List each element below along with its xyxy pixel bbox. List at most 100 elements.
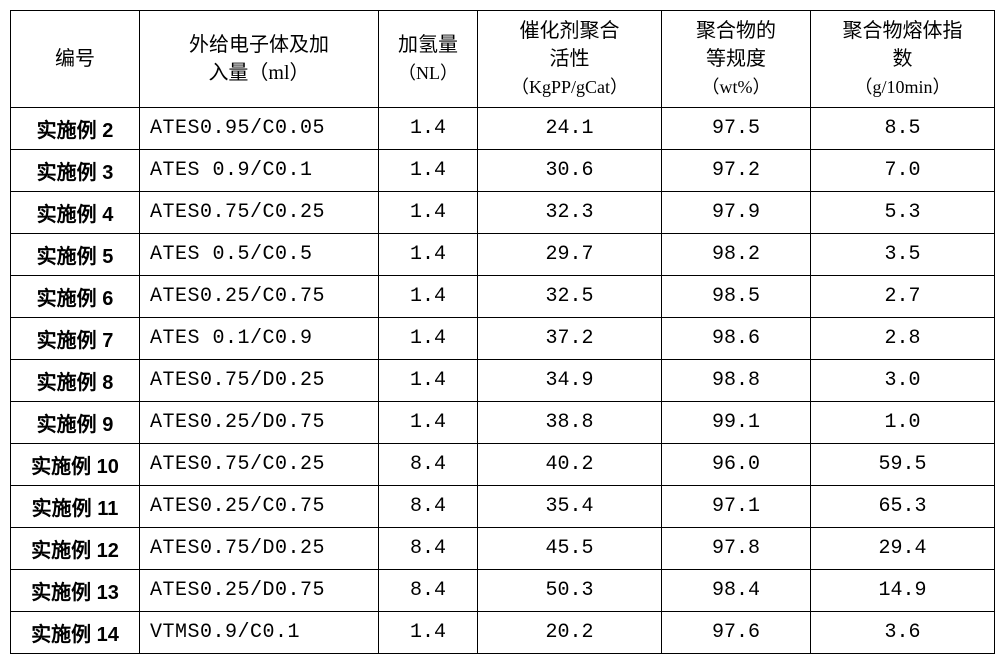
cell-donor: ATES 0.9/C0.1: [140, 150, 379, 192]
cell-activity: 30.6: [478, 150, 662, 192]
cell-iso: 97.6: [662, 612, 811, 654]
table-row: 实施例 11ATES0.25/C0.758.435.497.165.3: [11, 486, 995, 528]
cell-iso: 98.5: [662, 276, 811, 318]
cell-mfi: 3.5: [811, 234, 995, 276]
cell-id: 实施例 5: [11, 234, 140, 276]
cell-id: 实施例 10: [11, 444, 140, 486]
cell-iso: 98.2: [662, 234, 811, 276]
cell-mfi: 14.9: [811, 570, 995, 612]
table-row: 实施例 14VTMS0.9/C0.11.420.297.63.6: [11, 612, 995, 654]
cell-activity: 40.2: [478, 444, 662, 486]
cell-h2: 8.4: [379, 444, 478, 486]
cell-iso: 97.8: [662, 528, 811, 570]
cell-activity: 24.1: [478, 108, 662, 150]
header-h2-l1: 加氢量: [398, 34, 458, 56]
cell-h2: 1.4: [379, 192, 478, 234]
cell-h2: 1.4: [379, 360, 478, 402]
table-row: 实施例 5ATES 0.5/C0.51.429.798.23.5: [11, 234, 995, 276]
table-row: 实施例 12ATES0.75/D0.258.445.597.829.4: [11, 528, 995, 570]
header-iso-l2: 等规度: [706, 48, 766, 70]
cell-id: 实施例 3: [11, 150, 140, 192]
cell-activity: 35.4: [478, 486, 662, 528]
cell-iso: 97.9: [662, 192, 811, 234]
cell-id: 实施例 6: [11, 276, 140, 318]
cell-activity: 38.8: [478, 402, 662, 444]
header-id-text: 编号: [55, 48, 95, 70]
cell-donor: VTMS0.9/C0.1: [140, 612, 379, 654]
cell-iso: 99.1: [662, 402, 811, 444]
cell-activity: 32.3: [478, 192, 662, 234]
header-activity-l3: （KgPP/gCat）: [511, 77, 628, 97]
cell-h2: 1.4: [379, 234, 478, 276]
header-h2-l2: （NL）: [398, 63, 458, 83]
cell-donor: ATES0.25/C0.75: [140, 276, 379, 318]
cell-mfi: 2.8: [811, 318, 995, 360]
header-donor-l1: 外给电子体及加: [189, 34, 329, 56]
table-row: 实施例 4ATES0.75/C0.251.432.397.95.3: [11, 192, 995, 234]
cell-mfi: 1.0: [811, 402, 995, 444]
cell-iso: 98.6: [662, 318, 811, 360]
results-table: 编号 外给电子体及加 入量（ml） 加氢量 （NL） 催化剂聚合 活性 （KgP…: [10, 10, 995, 654]
table-row: 实施例 8ATES0.75/D0.251.434.998.83.0: [11, 360, 995, 402]
cell-iso: 97.2: [662, 150, 811, 192]
cell-h2: 1.4: [379, 402, 478, 444]
cell-mfi: 8.5: [811, 108, 995, 150]
cell-id: 实施例 11: [11, 486, 140, 528]
cell-activity: 34.9: [478, 360, 662, 402]
cell-donor: ATES0.75/D0.25: [140, 528, 379, 570]
table-row: 实施例 2ATES0.95/C0.051.424.197.58.5: [11, 108, 995, 150]
cell-h2: 8.4: [379, 528, 478, 570]
header-donor: 外给电子体及加 入量（ml）: [140, 11, 379, 108]
cell-donor: ATES0.75/C0.25: [140, 192, 379, 234]
cell-mfi: 7.0: [811, 150, 995, 192]
cell-donor: ATES 0.5/C0.5: [140, 234, 379, 276]
cell-mfi: 3.0: [811, 360, 995, 402]
table-row: 实施例 3ATES 0.9/C0.11.430.697.27.0: [11, 150, 995, 192]
header-activity: 催化剂聚合 活性 （KgPP/gCat）: [478, 11, 662, 108]
table-row: 实施例 7ATES 0.1/C0.91.437.298.62.8: [11, 318, 995, 360]
header-mfi-l2: 数: [893, 48, 913, 70]
table-row: 实施例 9ATES0.25/D0.751.438.899.11.0: [11, 402, 995, 444]
cell-h2: 8.4: [379, 570, 478, 612]
cell-id: 实施例 13: [11, 570, 140, 612]
cell-id: 实施例 12: [11, 528, 140, 570]
cell-activity: 32.5: [478, 276, 662, 318]
header-mfi-l1: 聚合物熔体指: [843, 20, 963, 42]
cell-mfi: 65.3: [811, 486, 995, 528]
header-row: 编号 外给电子体及加 入量（ml） 加氢量 （NL） 催化剂聚合 活性 （KgP…: [11, 11, 995, 108]
cell-h2: 8.4: [379, 486, 478, 528]
cell-mfi: 5.3: [811, 192, 995, 234]
cell-iso: 98.8: [662, 360, 811, 402]
cell-donor: ATES0.25/C0.75: [140, 486, 379, 528]
cell-iso: 97.5: [662, 108, 811, 150]
header-activity-l2: 活性: [550, 48, 590, 70]
cell-mfi: 29.4: [811, 528, 995, 570]
cell-id: 实施例 2: [11, 108, 140, 150]
cell-donor: ATES 0.1/C0.9: [140, 318, 379, 360]
cell-donor: ATES0.75/D0.25: [140, 360, 379, 402]
header-iso-l1: 聚合物的: [696, 20, 776, 42]
header-mfi-l3: （g/10min）: [854, 77, 950, 97]
header-id: 编号: [11, 11, 140, 108]
header-donor-l2: 入量（ml）: [208, 62, 309, 84]
cell-activity: 20.2: [478, 612, 662, 654]
cell-activity: 50.3: [478, 570, 662, 612]
cell-h2: 1.4: [379, 276, 478, 318]
cell-donor: ATES0.25/D0.75: [140, 570, 379, 612]
cell-donor: ATES0.25/D0.75: [140, 402, 379, 444]
cell-activity: 45.5: [478, 528, 662, 570]
cell-activity: 29.7: [478, 234, 662, 276]
cell-id: 实施例 9: [11, 402, 140, 444]
header-h2: 加氢量 （NL）: [379, 11, 478, 108]
cell-mfi: 59.5: [811, 444, 995, 486]
cell-mfi: 2.7: [811, 276, 995, 318]
cell-id: 实施例 14: [11, 612, 140, 654]
header-mfi: 聚合物熔体指 数 （g/10min）: [811, 11, 995, 108]
table-row: 实施例 10ATES0.75/C0.258.440.296.059.5: [11, 444, 995, 486]
cell-iso: 96.0: [662, 444, 811, 486]
cell-h2: 1.4: [379, 108, 478, 150]
cell-h2: 1.4: [379, 150, 478, 192]
cell-donor: ATES0.75/C0.25: [140, 444, 379, 486]
cell-mfi: 3.6: [811, 612, 995, 654]
header-iso-l3: （wt%）: [702, 77, 771, 97]
